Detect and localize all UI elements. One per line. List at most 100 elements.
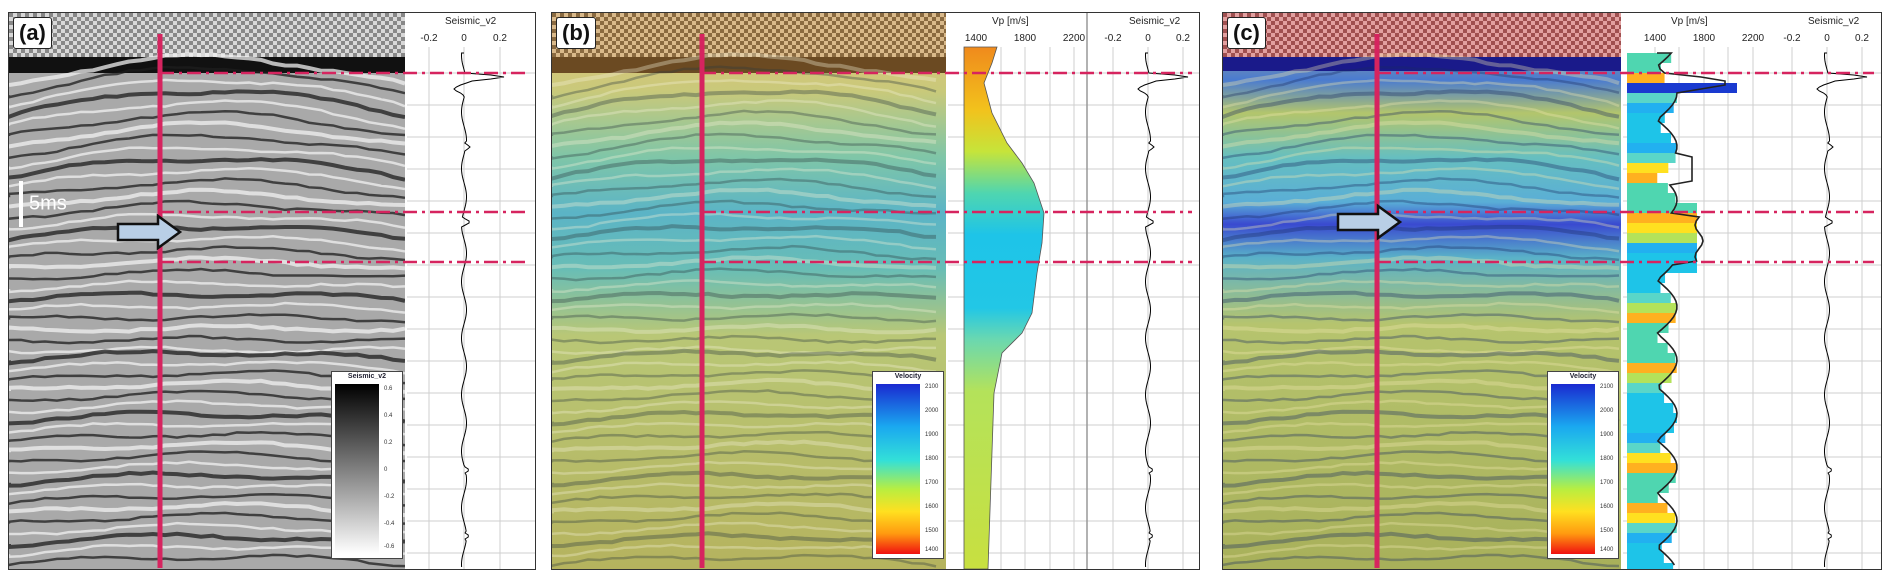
reflector-band [552, 244, 937, 261]
colorbar-velocity-b: Velocity 2100 2000 1900 1800 1700 1600 1… [872, 371, 944, 559]
reflector-band [9, 235, 406, 253]
reflector-band [1223, 279, 1620, 294]
reflector-band [1223, 177, 1620, 199]
colorbar-velocity-ramp-c [1551, 384, 1595, 554]
cbv-c-7: 1400 [1600, 547, 1614, 553]
reflector-band [9, 313, 406, 324]
cbg-label-5: -0.4 [384, 521, 395, 527]
cbv-c-3: 1800 [1600, 456, 1614, 462]
cbv-c-1: 2000 [1600, 408, 1614, 414]
reflector-band [1223, 166, 1620, 191]
reflector-band [552, 430, 937, 446]
reflector-band [1223, 212, 1620, 231]
reflector-band [9, 334, 406, 345]
panel-label-a: (a) [13, 17, 52, 49]
reflector-band [9, 245, 406, 262]
reflector-band [9, 199, 406, 220]
reflector-band [552, 99, 937, 128]
reflector-band [552, 531, 937, 549]
reflector-band [9, 279, 406, 294]
cbv-c-6: 1500 [1600, 528, 1614, 534]
scale-bar-label: 5ms [29, 192, 67, 215]
reflector-band [9, 133, 406, 160]
reflector-band [552, 410, 937, 427]
reflector-band [1223, 360, 1620, 375]
cbv-c-4: 1700 [1600, 480, 1614, 486]
reflector-band [1223, 156, 1620, 182]
reflector-band [1223, 267, 1620, 281]
reflector-band [9, 78, 406, 109]
reflector-band [9, 345, 406, 355]
seismic-tick-3: 0.2 [493, 33, 507, 44]
seismic-track-header: Seismic_v2 [445, 16, 497, 27]
reflector-band [1223, 78, 1620, 109]
well-tracks-b [948, 13, 1199, 569]
reflector-band [552, 79, 937, 109]
reflector-band [1223, 146, 1620, 170]
reflector-band [9, 267, 406, 281]
horizon-lines [160, 71, 1874, 264]
panel-b: (b) Vp [m/s] 1400 1800 2200 Seismic_v2 -… [551, 12, 1200, 570]
reflector-band [1223, 120, 1620, 149]
colorbar-grayscale-ramp [335, 384, 379, 554]
reflector-band [1223, 334, 1620, 345]
reflector-band [1223, 313, 1620, 324]
reflector-band [552, 199, 937, 220]
reflector-band [1223, 109, 1620, 136]
panel-label-c: (c) [1227, 17, 1266, 49]
reflector-band [552, 120, 937, 148]
cbg-label-4: -0.2 [384, 494, 395, 500]
reflector-band [1223, 301, 1620, 314]
cbv-b-0: 2100 [925, 384, 939, 390]
seismic-tick-3-b: 0.2 [1176, 33, 1190, 44]
colorbar-velocity-ramp-b [876, 384, 920, 554]
reflector-band [552, 302, 937, 314]
seismic-tick-1-b: -0.2 [1104, 33, 1122, 44]
reflector-band [9, 301, 406, 314]
reflector-band [9, 323, 406, 334]
reflector-band [552, 492, 937, 506]
vp-tick-1-b: 1400 [964, 33, 988, 44]
reflector-band [552, 543, 937, 558]
reflector-band [9, 224, 406, 243]
cbv-b-3: 1800 [925, 456, 939, 462]
vp-track-header-c: Vp [m/s] [1671, 16, 1708, 27]
reflector-band [1223, 245, 1620, 262]
reflector-band [9, 360, 406, 375]
cbg-label-1: 0.4 [384, 413, 393, 419]
cbv-c-5: 1600 [1600, 504, 1614, 510]
reflector-band [552, 521, 937, 536]
reflector-band [9, 120, 406, 149]
colorbar-velocity-title-c: Velocity [1569, 373, 1597, 380]
reflector-band [552, 132, 937, 160]
reflector-band [9, 110, 406, 137]
reflector-band [9, 65, 406, 99]
reflector-band [552, 312, 937, 324]
reflector-band [552, 224, 937, 241]
reflector-band [9, 146, 406, 170]
reflector-band [552, 109, 937, 136]
vp-tick-3-b: 2200 [1062, 33, 1086, 44]
reflector-band [552, 177, 937, 199]
reflector-band [552, 212, 937, 231]
reflector-band [1223, 65, 1620, 99]
reflector-band [552, 89, 937, 118]
seismic-tick-2-b: 0 [1145, 33, 1151, 44]
reflector-band [552, 421, 937, 434]
reflector-band [1223, 323, 1620, 334]
reflector-band [552, 267, 937, 282]
reflector-band [1223, 99, 1620, 130]
cbg-label-2: 0.2 [384, 440, 393, 446]
reflector-band [552, 291, 937, 304]
colorbar-velocity-c: Velocity 2100 2000 1900 1800 1700 1600 1… [1547, 371, 1619, 559]
seismic-section-velocity-overlay-c [1223, 13, 1881, 569]
reflector-band [552, 501, 937, 518]
reflector-band [9, 187, 406, 209]
reflector-band [552, 345, 937, 355]
seismic-section-grayscale [9, 13, 535, 569]
reflector-band [552, 146, 937, 170]
reflector-band [1223, 345, 1620, 355]
reflector-band [552, 348, 937, 365]
seismic-tick-2: 0 [461, 33, 467, 44]
reflector-band [552, 157, 937, 181]
